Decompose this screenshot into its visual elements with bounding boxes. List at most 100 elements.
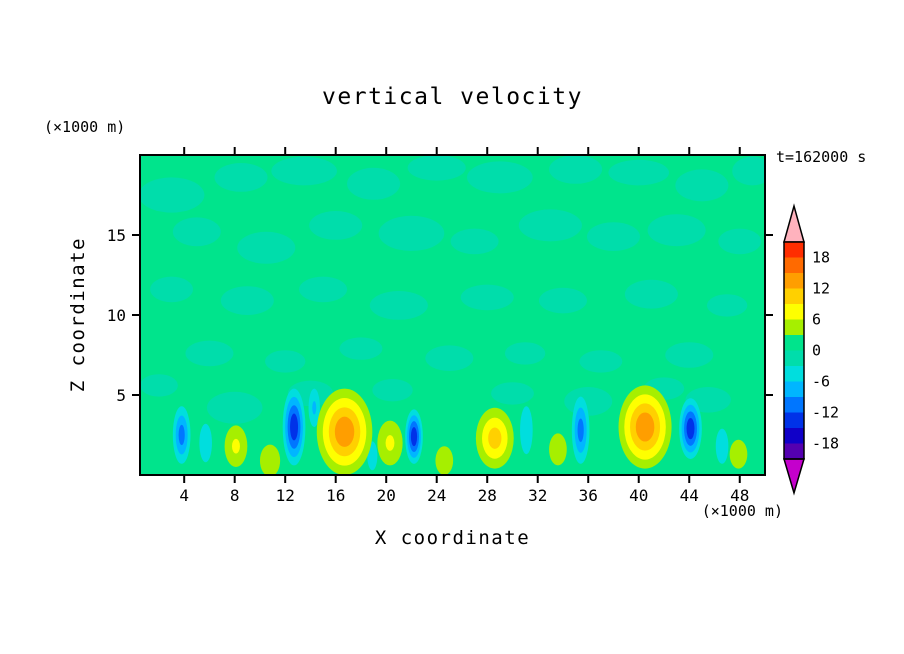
- downdraft-contour: [686, 417, 695, 440]
- colorbar-band: [784, 443, 804, 460]
- updraft-contour: [549, 433, 567, 466]
- weak-downdraft-patch: [467, 161, 533, 194]
- weak-downdraft-patch: [624, 279, 678, 309]
- downdraft-contour: [290, 413, 299, 441]
- x-tick-label: 24: [427, 486, 446, 505]
- weak-downdraft-patch: [407, 155, 466, 181]
- colorbar-arrow-bottom: [782, 458, 806, 496]
- colorbar-band: [784, 257, 804, 274]
- colorbar-band: [784, 304, 804, 320]
- weak-downdraft-patch: [450, 228, 499, 255]
- y-tick-label: 15: [107, 226, 126, 245]
- weak-downdraft-patch: [732, 156, 765, 186]
- colorbar-label: -18: [812, 435, 839, 453]
- weak-downdraft-patch: [140, 177, 205, 213]
- y-axis-unit: (×1000 m): [44, 118, 126, 136]
- weak-downdraft-patch: [549, 155, 603, 184]
- weak-downdraft-patch: [214, 163, 268, 192]
- colorbar-label: -12: [812, 404, 839, 422]
- colorbar-label: 18: [812, 249, 830, 267]
- y-tick-label: 10: [107, 306, 126, 325]
- weak-downdraft-patch: [718, 228, 762, 255]
- colorbar-band: [784, 428, 804, 444]
- weak-downdraft-patch: [172, 217, 221, 247]
- colorbar-label: -6: [812, 373, 830, 391]
- updraft-contour: [231, 438, 240, 454]
- updraft-contour: [435, 446, 454, 475]
- x-tick-label: 36: [579, 486, 598, 505]
- weak-downdraft-patch: [665, 342, 714, 368]
- weak-downdraft-patch: [265, 350, 306, 373]
- colorbar-band: [784, 366, 804, 382]
- colorbar-band: [784, 335, 804, 351]
- x-tick-label: 48: [730, 486, 749, 505]
- x-tick-label: 44: [680, 486, 699, 505]
- weak-downdraft-patch: [675, 169, 729, 202]
- weak-downdraft-patch: [185, 340, 234, 367]
- updraft-contour: [488, 427, 502, 449]
- downdraft-contour: [715, 428, 729, 464]
- weak-downdraft-patch: [586, 222, 640, 252]
- colorbar-band: [784, 273, 804, 289]
- downdraft-contour: [520, 406, 533, 455]
- colorbar-band: [784, 381, 804, 398]
- weak-downdraft-patch: [504, 342, 546, 365]
- chart-title: vertical velocity: [322, 84, 583, 110]
- downdraft-contour: [312, 401, 317, 415]
- colorbar-band: [784, 350, 804, 367]
- updraft-contour: [334, 416, 355, 447]
- x-tick-label: 16: [326, 486, 345, 505]
- downdraft-contour: [178, 424, 185, 446]
- downdraft-contour: [410, 427, 418, 447]
- contour-field: [140, 155, 765, 475]
- colorbar-band: [784, 397, 804, 413]
- updraft-contour: [385, 435, 395, 451]
- downdraft-contour: [577, 418, 584, 442]
- weak-downdraft-patch: [271, 156, 337, 186]
- weak-downdraft-patch: [140, 374, 178, 397]
- weak-downdraft-patch: [518, 209, 582, 242]
- updraft-contour: [635, 412, 655, 442]
- x-tick-label: 4: [179, 486, 189, 505]
- weak-downdraft-patch: [647, 214, 706, 247]
- weak-downdraft-patch: [220, 286, 274, 315]
- colorbar-label: 6: [812, 311, 821, 329]
- weak-downdraft-patch: [564, 387, 613, 416]
- x-tick-label: 28: [478, 486, 497, 505]
- colorbar-label: 12: [812, 280, 830, 298]
- timestamp-label: t=162000 s: [776, 148, 867, 166]
- weak-downdraft-patch: [706, 294, 748, 317]
- weak-downdraft-patch: [378, 215, 445, 251]
- weak-downdraft-patch: [369, 291, 428, 320]
- x-tick-label: 12: [276, 486, 295, 505]
- downdraft-contour: [199, 423, 212, 463]
- updraft-contour: [729, 439, 748, 469]
- x-tick-label: 20: [377, 486, 396, 505]
- weak-downdraft-patch: [460, 284, 514, 311]
- colorbar-band: [784, 319, 804, 336]
- x-tick-label: 40: [629, 486, 648, 505]
- weak-downdraft-patch: [372, 379, 413, 402]
- weak-downdraft-patch: [347, 167, 401, 200]
- weak-downdraft-patch: [538, 287, 587, 314]
- y-tick-label: 5: [116, 386, 126, 405]
- colorbar-outline: [783, 241, 805, 460]
- colorbar-band: [784, 288, 804, 305]
- colorbar-arrow-top: [783, 203, 805, 243]
- weak-downdraft-patch: [299, 276, 348, 303]
- weak-downdraft-patch: [339, 337, 383, 360]
- weak-downdraft-patch: [491, 382, 534, 405]
- weak-downdraft-patch: [425, 345, 474, 372]
- colorbar-band: [784, 412, 804, 429]
- colorbar-band: [784, 242, 804, 258]
- x-axis-unit: (×1000 m): [701, 502, 783, 520]
- weak-downdraft-patch: [608, 159, 670, 186]
- weak-downdraft-patch: [150, 276, 194, 303]
- weak-downdraft-patch: [309, 211, 363, 240]
- x-tick-label: 8: [230, 486, 240, 505]
- updraft-contour: [259, 444, 281, 475]
- colorbar: 18 12 6 0 -6 -12 -18: [782, 203, 839, 496]
- weak-downdraft-patch: [237, 231, 296, 264]
- weak-downdraft-patch: [206, 391, 263, 424]
